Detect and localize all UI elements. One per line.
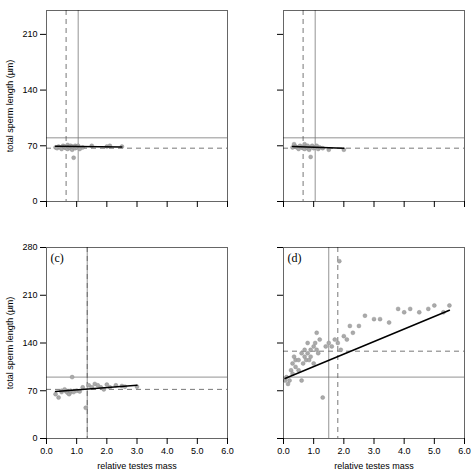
- svg-text:280: 280: [22, 242, 37, 252]
- svg-text:70: 70: [27, 386, 37, 396]
- svg-text:(d): (d): [288, 251, 302, 265]
- svg-text:5.0: 5.0: [191, 446, 204, 456]
- svg-text:2.0: 2.0: [338, 446, 351, 456]
- svg-text:total sperm length (µm): total sperm length (µm): [5, 60, 15, 153]
- svg-text:210: 210: [22, 290, 37, 300]
- svg-text:70: 70: [27, 141, 37, 151]
- svg-text:140: 140: [22, 85, 37, 95]
- svg-text:3.0: 3.0: [131, 446, 144, 456]
- svg-text:(c): (c): [51, 251, 64, 265]
- svg-text:relative testes mass: relative testes mass: [334, 461, 414, 471]
- svg-text:5.0: 5.0: [428, 446, 441, 456]
- svg-text:relative testes mass: relative testes mass: [97, 461, 177, 471]
- svg-text:1.0: 1.0: [307, 446, 320, 456]
- svg-text:0.0: 0.0: [40, 446, 53, 456]
- svg-text:0: 0: [32, 196, 37, 206]
- svg-text:2.0: 2.0: [101, 446, 114, 456]
- svg-text:0: 0: [32, 433, 37, 443]
- svg-text:3.0: 3.0: [368, 446, 381, 456]
- svg-text:4.0: 4.0: [161, 446, 174, 456]
- svg-text:210: 210: [22, 29, 37, 39]
- svg-text:0.0: 0.0: [277, 446, 290, 456]
- svg-text:total sperm length (µm): total sperm length (µm): [5, 297, 15, 390]
- svg-text:6.0: 6.0: [458, 446, 471, 456]
- svg-text:6.0: 6.0: [221, 446, 234, 456]
- svg-text:4.0: 4.0: [398, 446, 411, 456]
- svg-text:1.0: 1.0: [70, 446, 83, 456]
- svg-text:140: 140: [22, 338, 37, 348]
